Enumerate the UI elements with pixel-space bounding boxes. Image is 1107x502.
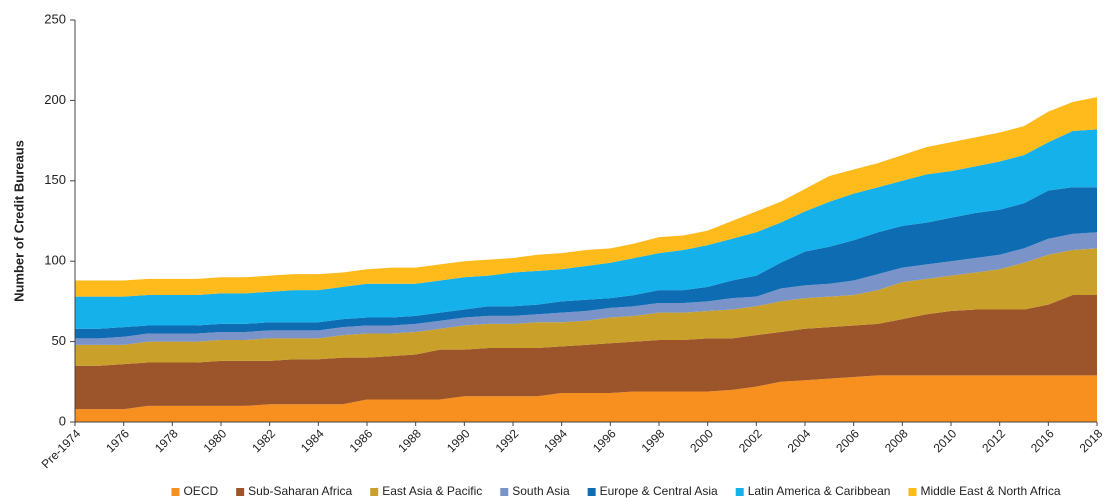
area bbox=[75, 97, 1097, 297]
x-tick-label: 1992 bbox=[493, 426, 522, 455]
legend-swatch bbox=[171, 488, 180, 496]
x-tick-label: 1976 bbox=[103, 426, 132, 455]
legend-swatch bbox=[236, 488, 245, 496]
legend-swatch bbox=[500, 488, 509, 496]
x-tick-label: 1984 bbox=[298, 426, 327, 455]
x-tick-label: 1982 bbox=[249, 426, 278, 455]
x-tick-label: 1998 bbox=[639, 426, 668, 455]
x-tick-label: 1990 bbox=[444, 426, 473, 455]
x-tick-label: 2004 bbox=[785, 426, 814, 455]
y-tick-label: 200 bbox=[44, 92, 66, 107]
x-tick-label: 2006 bbox=[833, 426, 862, 455]
area bbox=[75, 129, 1097, 329]
x-tick-label: 1978 bbox=[152, 426, 181, 455]
legend-label: East Asia & Pacific bbox=[382, 484, 482, 498]
x-tick-label: 1994 bbox=[541, 426, 570, 455]
area bbox=[75, 375, 1097, 422]
y-tick-label: 150 bbox=[44, 172, 66, 187]
x-tick-label: 1986 bbox=[347, 426, 376, 455]
x-tick-label: 2012 bbox=[979, 426, 1008, 455]
x-tick-label: 1996 bbox=[590, 426, 619, 455]
y-tick-label: 50 bbox=[52, 333, 66, 348]
y-tick-label: 0 bbox=[59, 413, 66, 428]
legend-label: Sub-Saharan Africa bbox=[248, 484, 352, 498]
x-tick-label: 1988 bbox=[395, 426, 424, 455]
y-tick-label: 100 bbox=[44, 253, 66, 268]
x-tick-label: 2000 bbox=[687, 426, 716, 455]
x-tick-label: Pre-1974 bbox=[39, 426, 84, 471]
x-tick-label: 2008 bbox=[882, 426, 911, 455]
legend-label: Latin America & Caribbean bbox=[748, 484, 891, 498]
legend: OECD Sub-Saharan Africa East Asia & Pacifi… bbox=[171, 484, 1061, 498]
area bbox=[75, 187, 1097, 339]
y-axis-label: Number of Credit Bureaus bbox=[11, 140, 26, 302]
legend-label: Europe & Central Asia bbox=[600, 484, 718, 498]
area bbox=[75, 294, 1097, 410]
y-tick-label: 250 bbox=[44, 11, 66, 26]
legend-label: OECD bbox=[183, 484, 218, 498]
x-tick-label: 2016 bbox=[1028, 426, 1057, 455]
x-tick-label: 2002 bbox=[736, 426, 765, 455]
area bbox=[75, 248, 1097, 366]
x-tick-label: 1980 bbox=[201, 426, 230, 455]
legend-swatch bbox=[587, 488, 596, 496]
x-tick-label: 2010 bbox=[931, 426, 960, 455]
legend-label: Middle East & North Africa bbox=[920, 484, 1060, 498]
legend-label: South Asia bbox=[512, 484, 570, 498]
x-tick-label: 2018 bbox=[1077, 426, 1106, 455]
legend-swatch bbox=[370, 488, 379, 496]
legend-swatch bbox=[908, 488, 917, 496]
legend-swatch bbox=[735, 488, 744, 496]
